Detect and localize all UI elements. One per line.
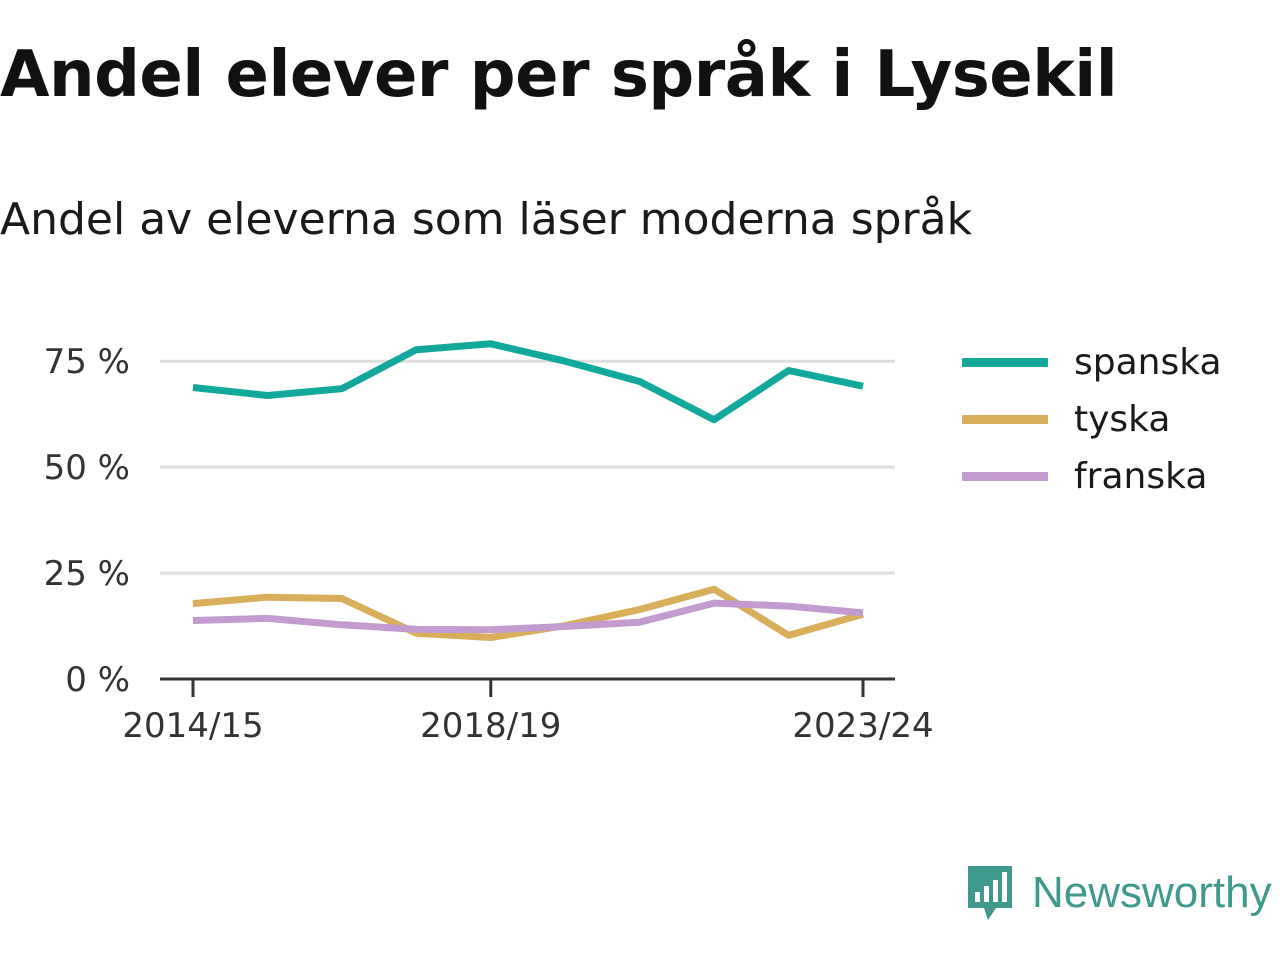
legend: spanska tyska franska	[962, 334, 1222, 505]
brand-name: Newsworthy	[1032, 868, 1272, 917]
y-tick-label: 25 %	[44, 554, 130, 594]
legend-label: spanska	[1074, 342, 1222, 383]
x-tick-label: 2014/15	[122, 706, 263, 746]
legend-item-franska: franska	[962, 448, 1222, 505]
legend-label: franska	[1074, 456, 1208, 497]
chart-subtitle: Andel av eleverna som läser moderna språ…	[0, 194, 973, 245]
newsworthy-logo-icon	[968, 866, 1012, 920]
legend-swatch-spanska	[962, 358, 1048, 367]
legend-item-tyska: tyska	[962, 391, 1222, 448]
legend-item-spanska: spanska	[962, 334, 1222, 391]
legend-label: tyska	[1074, 399, 1171, 440]
y-tick-label: 0 %	[65, 660, 130, 700]
chart-title: Andel elever per språk i Lysekil	[0, 38, 1118, 112]
series-line-franska	[192, 599, 864, 634]
x-tick-label: 2018/19	[420, 706, 561, 746]
brand: Newsworthy	[964, 862, 1272, 924]
series-line-spanska	[192, 340, 864, 424]
y-tick-label: 50 %	[44, 448, 130, 488]
y-tick-label: 75 %	[44, 342, 130, 382]
x-tick-label: 2023/24	[792, 706, 933, 746]
legend-swatch-franska	[962, 472, 1048, 481]
legend-swatch-tyska	[962, 415, 1048, 424]
